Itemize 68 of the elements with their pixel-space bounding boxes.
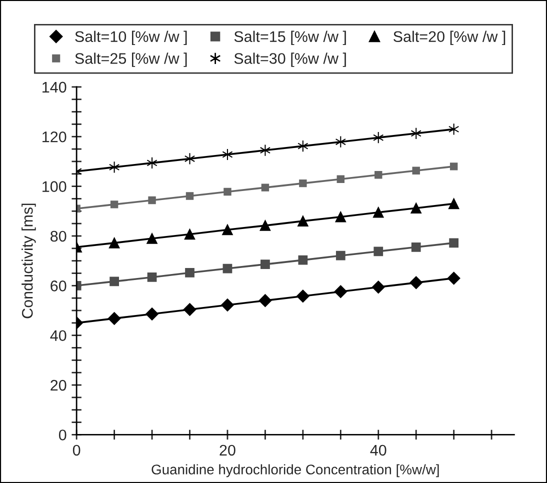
- x-axis-title: Guanidine hydrochloride Concentration [%w/w]: [152, 464, 439, 478]
- point: [411, 242, 421, 252]
- point: [260, 144, 271, 156]
- point: [146, 308, 158, 320]
- point: [183, 303, 196, 316]
- point: [336, 175, 344, 183]
- y-tick-label: 20: [50, 380, 66, 391]
- point: [222, 224, 233, 236]
- point: [260, 220, 271, 231]
- y-tick-label: 0: [58, 430, 66, 440]
- point: [336, 250, 346, 260]
- point: [296, 290, 310, 303]
- point: [335, 136, 346, 148]
- point: [372, 207, 384, 218]
- point: [110, 276, 119, 286]
- y-tick-label: 120: [42, 131, 66, 142]
- point: [221, 298, 234, 312]
- point: [108, 238, 120, 248]
- legend-label: Salt=10 [%w /w ]: [75, 30, 187, 46]
- x-tick-label: 20: [220, 444, 236, 456]
- point: [298, 216, 308, 226]
- point: [148, 196, 156, 204]
- y-tick-label: 80: [50, 230, 66, 242]
- y-tick-label: 100: [42, 181, 66, 192]
- point: [224, 188, 232, 196]
- point: [448, 198, 460, 210]
- point: [412, 166, 420, 175]
- legend-label: Salt=25 [%w /w ]: [75, 52, 187, 67]
- y-axis-title: Conductivity [ms]: [22, 204, 36, 318]
- point: [374, 246, 384, 256]
- point: [110, 200, 118, 208]
- x-tick-label: 0: [72, 444, 80, 456]
- y-tick-label: 140: [42, 82, 66, 93]
- point: [261, 184, 270, 192]
- point: [222, 148, 233, 161]
- y-tick-label: 40: [50, 330, 66, 342]
- y-tick-label: 60: [50, 280, 66, 292]
- point: [146, 233, 158, 244]
- point: [373, 132, 384, 144]
- point: [410, 202, 422, 214]
- point: [374, 171, 382, 179]
- point: [222, 264, 232, 274]
- legend-label: Salt=30 [%w /w ]: [234, 52, 346, 67]
- point: [447, 272, 460, 285]
- x-tick-label: 40: [370, 444, 386, 456]
- point: [260, 260, 270, 269]
- legend-label: Salt=15 [%w /w ]: [234, 30, 346, 46]
- point: [410, 127, 422, 140]
- point: [185, 268, 194, 278]
- point: [298, 140, 308, 152]
- point: [334, 285, 348, 298]
- point: [184, 228, 196, 240]
- point: [448, 123, 460, 136]
- point: [410, 276, 423, 290]
- point: [335, 211, 346, 222]
- point: [258, 294, 272, 307]
- point: [372, 280, 385, 294]
- point: [449, 238, 459, 248]
- point: [147, 272, 157, 282]
- point: [450, 162, 458, 170]
- point: [298, 255, 308, 265]
- point: [146, 156, 158, 170]
- point: [186, 192, 194, 200]
- point: [299, 179, 307, 188]
- point: [108, 312, 121, 325]
- point: [108, 161, 120, 174]
- legend-label: Salt=20 [%w /w ]: [394, 30, 506, 46]
- point: [184, 152, 196, 165]
